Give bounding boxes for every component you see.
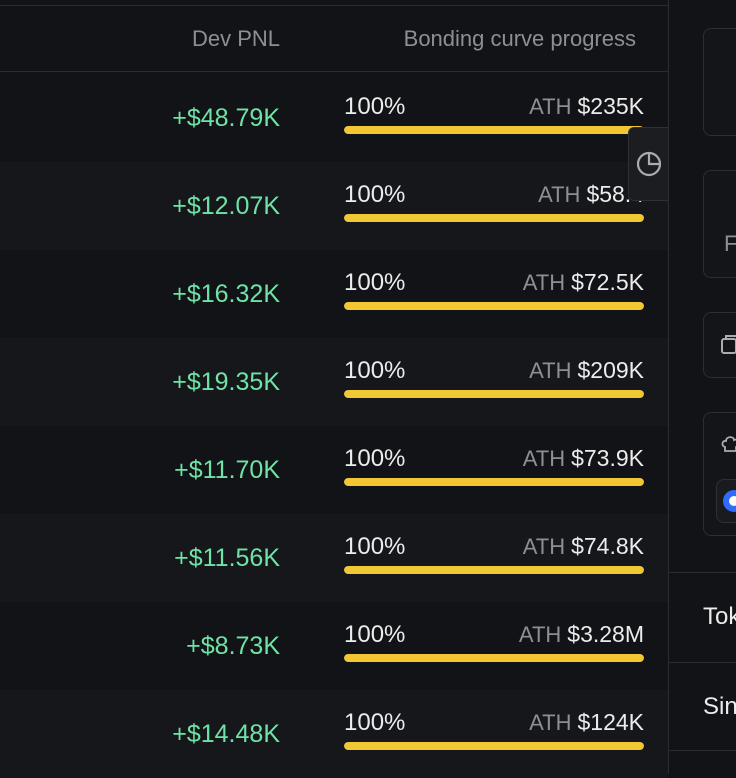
progress-fill <box>344 654 644 662</box>
progress-fill <box>344 214 644 222</box>
side-card-label: F <box>724 231 736 256</box>
ath-label: ATH <box>522 534 566 559</box>
dev-pnl-value: +$19.35K <box>172 368 280 396</box>
side-card[interactable] <box>703 28 736 136</box>
dev-pnl-value: +$14.48K <box>172 720 280 748</box>
ath-label: ATH <box>522 446 566 471</box>
ath-market-cap: ATH $124K <box>529 709 644 736</box>
table-row[interactable]: +$14.48K 100% ATH $124K <box>0 690 668 778</box>
ath-label: ATH <box>522 270 566 295</box>
table-row[interactable]: +$11.56K 100% ATH $74.8K <box>0 514 668 602</box>
ath-value: $209K <box>577 357 644 383</box>
side-section-label[interactable]: Tok <box>703 603 736 630</box>
ath-value: $73.9K <box>571 445 644 471</box>
column-header-dev-pnl[interactable]: Dev PNL <box>191 26 280 51</box>
progress-percent: 100% <box>344 533 406 560</box>
progress-percent: 100% <box>344 445 406 472</box>
divider <box>669 572 736 573</box>
table-row[interactable]: +$19.35K 100% ATH $209K <box>0 338 668 426</box>
pie-chart-icon <box>636 151 661 177</box>
ath-value: $72.5K <box>571 269 644 295</box>
bonding-curve-progress-bar <box>344 126 644 134</box>
dev-pnl-value: +$8.73K <box>186 632 280 660</box>
progress-percent: 100% <box>344 181 406 208</box>
dev-pnl-value: +$16.32K <box>172 280 280 308</box>
bonding-curve-progress-bar <box>344 390 644 398</box>
bonding-curve-progress-bar <box>344 654 644 662</box>
progress-percent: 100% <box>344 357 406 384</box>
table-row[interactable]: +$11.70K 100% ATH $73.9K <box>0 426 668 514</box>
progress-fill <box>344 566 644 574</box>
progress-fill <box>344 302 644 310</box>
ath-label: ATH <box>518 622 562 647</box>
dev-pnl-value: +$11.70K <box>174 456 280 484</box>
chef-hat-icon <box>721 436 736 452</box>
token-table: Dev PNL Bonding curve progress +$48.79K 1… <box>0 5 668 750</box>
ath-label: ATH <box>529 358 572 383</box>
table-body: +$48.79K 100% ATH $235K +$12.07K 100% ATH $58.4… <box>0 74 668 778</box>
progress-fill <box>344 390 644 398</box>
ath-label: ATH <box>529 710 572 735</box>
divider <box>0 5 668 6</box>
progress-fill <box>344 742 644 750</box>
dev-pnl-value: +$11.56K <box>174 544 280 572</box>
dev-pnl-value: +$12.07K <box>172 192 280 220</box>
side-panel: F Tok Sin <box>668 0 736 774</box>
bonding-curve-progress-bar <box>344 566 644 574</box>
ath-market-cap: ATH $3.28M <box>519 621 644 648</box>
table-row[interactable]: +$8.73K 100% ATH $3.28M <box>0 602 668 690</box>
ath-value: $124K <box>577 709 644 735</box>
ath-label: ATH <box>529 94 572 119</box>
chart-toggle-button[interactable] <box>628 127 668 201</box>
ath-value: $3.28M <box>567 621 644 647</box>
table-row[interactable]: +$48.79K 100% ATH $235K <box>0 74 668 162</box>
table-row[interactable]: +$12.07K 100% ATH $58.4 <box>0 162 668 250</box>
ath-label: ATH <box>538 182 581 207</box>
ath-value: $74.8K <box>571 533 644 559</box>
bonding-curve-progress-bar <box>344 214 644 222</box>
column-header-bonding-curve-progress[interactable]: Bonding curve progress <box>403 26 636 51</box>
side-section-label[interactable]: Sin <box>703 693 736 720</box>
bonding-curve-progress-bar <box>344 302 644 310</box>
divider <box>669 662 736 663</box>
progress-percent: 100% <box>344 709 406 736</box>
divider <box>669 750 736 751</box>
side-card[interactable] <box>703 412 736 536</box>
ath-market-cap: ATH $235K <box>529 93 644 120</box>
progress-percent: 100% <box>344 621 406 648</box>
ath-market-cap: ATH $73.9K <box>523 445 644 472</box>
progress-percent: 100% <box>344 269 406 296</box>
ath-market-cap: ATH $72.5K <box>523 269 644 296</box>
progress-fill <box>344 478 644 486</box>
side-card[interactable] <box>703 312 736 378</box>
copy-icon <box>721 335 736 354</box>
ath-market-cap: ATH $74.8K <box>523 533 644 560</box>
progress-fill <box>344 126 644 134</box>
table-header: Dev PNL Bonding curve progress <box>0 6 668 72</box>
radio-selected-icon[interactable] <box>716 479 736 523</box>
bonding-curve-progress-bar <box>344 742 644 750</box>
side-card[interactable]: F <box>703 170 736 278</box>
dev-pnl-value: +$48.79K <box>172 104 280 132</box>
ath-value: $235K <box>577 93 644 119</box>
ath-market-cap: ATH $209K <box>529 357 644 384</box>
progress-percent: 100% <box>344 93 406 120</box>
bonding-curve-progress-bar <box>344 478 644 486</box>
table-row[interactable]: +$16.32K 100% ATH $72.5K <box>0 250 668 338</box>
